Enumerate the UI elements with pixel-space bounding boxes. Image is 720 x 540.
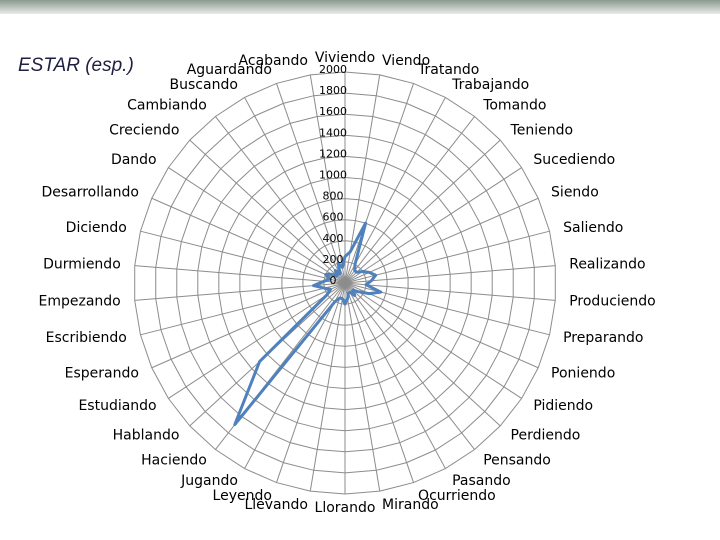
r-tick-label: 800 xyxy=(323,190,344,203)
spoke xyxy=(244,282,346,469)
category-label: Pensando xyxy=(483,453,551,469)
category-label: Perdiendo xyxy=(511,427,581,443)
spoke xyxy=(151,197,346,284)
category-label: Poniendo xyxy=(551,365,615,381)
category-label: Creciendo xyxy=(109,123,179,139)
spoke xyxy=(140,282,346,336)
category-label: Siendo xyxy=(551,185,599,201)
category-label: Leyendo xyxy=(213,488,272,504)
category-label: Viviendo xyxy=(315,50,375,66)
r-tick-label: 1400 xyxy=(319,126,347,139)
spoke xyxy=(344,116,475,284)
spoke xyxy=(344,83,414,284)
series-line xyxy=(233,221,383,426)
r-tick-label: 600 xyxy=(323,211,344,224)
category-label: Trabajando xyxy=(451,77,529,93)
category-label: Hablando xyxy=(113,427,180,443)
category-label: Diciendo xyxy=(66,220,127,236)
category-label: Realizando xyxy=(569,256,645,272)
spoke xyxy=(344,230,550,284)
category-label: Buscando xyxy=(170,77,238,93)
spoke xyxy=(309,282,346,492)
spoke xyxy=(344,282,539,369)
category-label: Esperando xyxy=(65,365,139,381)
r-tick-label: 200 xyxy=(323,253,344,266)
category-label: Acabando xyxy=(239,53,308,69)
spoke xyxy=(276,282,346,483)
r-tick-label: 1200 xyxy=(319,147,347,160)
spoke xyxy=(140,230,346,284)
r-tick-label: 1000 xyxy=(319,169,347,182)
r-tick-label: 400 xyxy=(323,232,344,245)
spoke xyxy=(215,116,346,284)
category-label: Dando xyxy=(111,152,157,168)
category-label: Viendo xyxy=(382,53,430,69)
spoke xyxy=(168,167,346,284)
r-tick-label: 0 xyxy=(330,274,337,287)
spoke xyxy=(344,139,501,284)
spoke xyxy=(309,74,346,284)
category-label: Tomando xyxy=(482,97,546,113)
category-label: Llorando xyxy=(315,500,376,516)
category-label: Llevando xyxy=(244,497,308,513)
category-label: Durmiendo xyxy=(43,256,121,272)
spoke xyxy=(344,167,522,284)
category-label: Pasando xyxy=(452,473,511,489)
spoke xyxy=(344,197,539,284)
r-tick-label: 1800 xyxy=(319,84,347,97)
category-label: Ocurriendo xyxy=(418,488,496,504)
category-label: Saliendo xyxy=(563,220,623,236)
header-strip xyxy=(0,0,720,14)
spoke xyxy=(276,83,346,284)
category-label: Escribiendo xyxy=(46,330,127,346)
spoke xyxy=(344,282,414,483)
spoke xyxy=(344,282,475,450)
spoke xyxy=(151,282,346,369)
spoke xyxy=(344,265,556,284)
category-label: Mirando xyxy=(382,497,439,513)
spoke xyxy=(189,139,346,284)
spoke xyxy=(344,282,556,301)
category-label: Pidiendo xyxy=(533,398,593,414)
spoke xyxy=(134,282,346,301)
category-label: Aguardando xyxy=(187,62,272,78)
category-label: Jugando xyxy=(180,473,238,489)
category-label: Cambiando xyxy=(127,97,207,113)
spoke xyxy=(168,282,346,399)
chart-title: ESTAR (esp.) xyxy=(18,55,134,76)
category-label: Produciendo xyxy=(569,294,656,310)
category-label: Tratando xyxy=(417,62,479,78)
spoke xyxy=(344,282,446,469)
spoke xyxy=(134,265,346,284)
category-label: Sucediendo xyxy=(533,152,615,168)
spoke xyxy=(244,97,346,284)
category-label: Teniendo xyxy=(510,123,573,139)
spoke xyxy=(344,97,446,284)
spoke xyxy=(344,282,381,492)
category-label: Preparando xyxy=(563,330,643,346)
r-tick-label: 2000 xyxy=(319,63,347,76)
category-label: Haciendo xyxy=(141,453,207,469)
category-label: Desarrollando xyxy=(41,185,138,201)
category-label: Empezando xyxy=(39,294,121,310)
spoke xyxy=(344,282,501,427)
category-label: Estudiando xyxy=(78,398,156,414)
r-tick-label: 1600 xyxy=(319,105,347,118)
spoke xyxy=(344,282,522,399)
